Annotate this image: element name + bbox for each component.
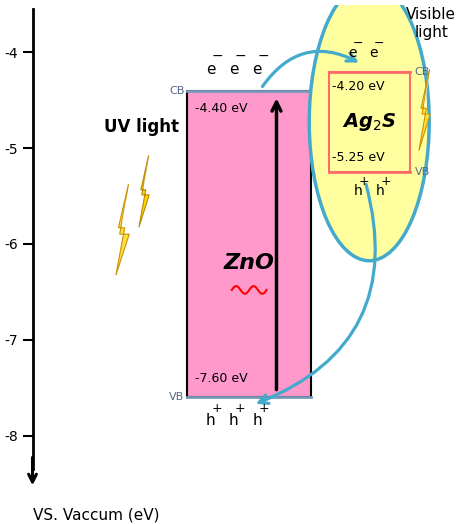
Text: e: e <box>369 47 377 60</box>
Text: −: − <box>353 37 364 50</box>
Text: −: − <box>211 49 223 63</box>
Text: +: + <box>380 175 391 188</box>
Text: h: h <box>354 184 363 198</box>
Text: ZnO: ZnO <box>224 253 274 273</box>
Text: -4.40 eV: -4.40 eV <box>195 102 247 115</box>
Text: Ag$_2$S: Ag$_2$S <box>342 111 397 133</box>
Polygon shape <box>116 184 129 275</box>
Text: -7.60 eV: -7.60 eV <box>195 372 248 385</box>
Polygon shape <box>122 193 127 225</box>
Text: +: + <box>358 175 369 188</box>
Text: VB: VB <box>169 392 184 402</box>
Text: h: h <box>252 413 262 428</box>
Bar <box>187 91 311 397</box>
Text: -4.20 eV: -4.20 eV <box>332 80 385 93</box>
Polygon shape <box>419 69 430 150</box>
Ellipse shape <box>309 0 429 261</box>
Text: CB: CB <box>169 86 184 96</box>
Text: Visible
light: Visible light <box>406 7 456 40</box>
Text: e: e <box>229 62 238 77</box>
Text: h: h <box>229 413 238 428</box>
Bar <box>328 72 410 172</box>
Text: VB: VB <box>414 167 430 177</box>
Polygon shape <box>424 78 428 106</box>
Text: e: e <box>349 47 357 60</box>
Text: +: + <box>235 402 246 415</box>
Text: −: − <box>373 37 384 50</box>
Polygon shape <box>139 156 149 227</box>
Polygon shape <box>143 162 147 188</box>
Text: UV light: UV light <box>104 118 179 136</box>
Text: e: e <box>252 62 262 77</box>
Text: h: h <box>376 184 384 198</box>
Text: e: e <box>206 62 215 77</box>
Text: VS. Vaccum (eV): VS. Vaccum (eV) <box>33 507 159 522</box>
Text: +: + <box>258 402 269 415</box>
Text: −: − <box>258 49 269 63</box>
Text: +: + <box>212 402 222 415</box>
Text: -5.25 eV: -5.25 eV <box>332 150 385 163</box>
Text: CB: CB <box>414 67 430 77</box>
Text: h: h <box>206 413 215 428</box>
Text: −: − <box>235 49 246 63</box>
